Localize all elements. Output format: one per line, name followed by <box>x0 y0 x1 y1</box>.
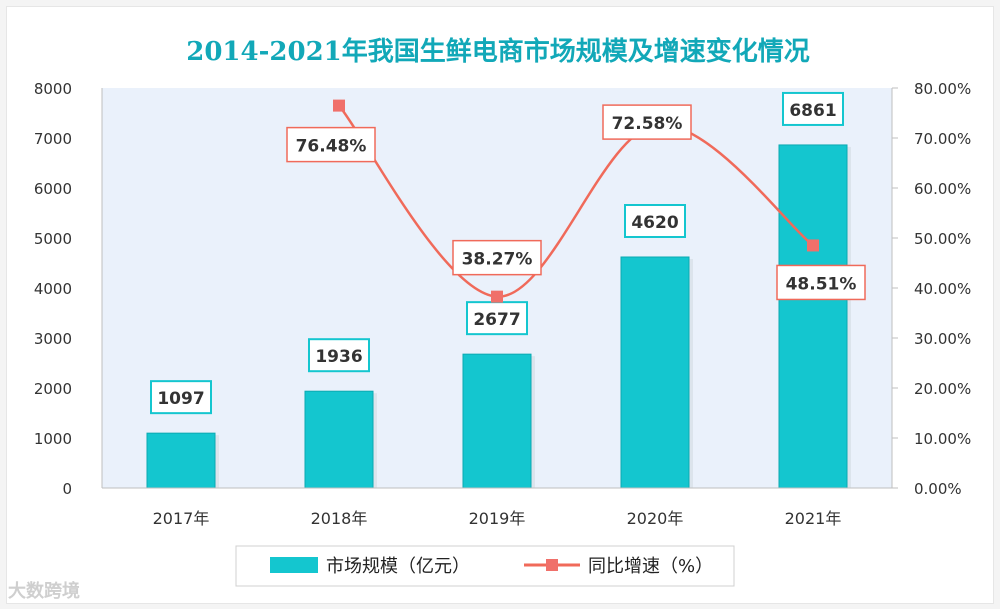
growth-value-label: 72.58% <box>612 114 683 134</box>
left-axis-tick: 0 <box>62 480 72 498</box>
watermark: 大数跨境 <box>8 581 80 602</box>
chart-title: 2014-2021年我国生鲜电商市场规模及增速变化情况 <box>186 36 810 67</box>
right-axis-tick: 60.00% <box>914 180 971 198</box>
right-axis-tick: 0.00% <box>914 480 962 498</box>
bar-value-box <box>308 338 370 373</box>
bar-value-box <box>624 204 686 238</box>
bar-value-label: 1936 <box>315 347 362 367</box>
legend-box <box>235 545 735 587</box>
legend-line-marker <box>546 559 558 571</box>
left-axis-tick: 5000 <box>34 230 72 248</box>
left-axis-tick: 1000 <box>34 430 72 448</box>
left-axis-tick: 6000 <box>34 180 72 198</box>
bar-value-box <box>782 91 844 126</box>
legend-line-label: 同比增速（%） <box>588 556 713 577</box>
growth-marker <box>807 239 819 252</box>
growth-marker <box>491 290 503 303</box>
x-axis-tick: 2017年 <box>153 509 210 528</box>
growth-value-box <box>776 264 866 301</box>
right-axis-tick: 40.00% <box>914 280 971 298</box>
left-axis-tick: 7000 <box>34 130 72 148</box>
bar <box>146 432 216 489</box>
bar <box>304 390 374 489</box>
bar-value-label: 6861 <box>789 101 836 121</box>
growth-value-box <box>452 239 542 276</box>
bar <box>778 144 848 489</box>
bar-value-label: 4620 <box>631 213 678 233</box>
right-axis-tick: 10.00% <box>914 430 971 448</box>
right-axis-tick: 30.00% <box>914 330 971 348</box>
growth-value-box <box>602 104 692 140</box>
bar-value-box <box>150 380 212 415</box>
growth-marker <box>333 99 345 112</box>
bar <box>620 256 690 489</box>
growth-value-label: 48.51% <box>786 274 857 294</box>
right-axis-tick: 70.00% <box>914 130 971 148</box>
right-axis-tick: 20.00% <box>914 380 971 398</box>
growth-line <box>338 104 814 298</box>
x-axis-tick: 2018年 <box>311 509 368 528</box>
right-axis-tick: 80.00% <box>914 80 971 98</box>
x-axis-tick: 2019年 <box>469 509 526 528</box>
legend-bar-label: 市场规模（亿元） <box>326 556 470 577</box>
growth-value-box <box>286 126 376 163</box>
bar <box>462 353 532 489</box>
left-axis-tick: 3000 <box>34 330 72 348</box>
bar-value-label: 1097 <box>157 389 204 409</box>
left-axis-tick: 2000 <box>34 380 72 398</box>
bar-value-label: 2677 <box>473 310 520 330</box>
legend: 市场规模（亿元） 同比增速（%） <box>235 545 735 587</box>
growth-value-label: 76.48% <box>296 137 367 157</box>
x-axis-tick: 2020年 <box>627 509 684 528</box>
legend-bar-swatch <box>270 557 318 573</box>
x-axis-tick: 2021年 <box>785 509 842 528</box>
left-axis-tick: 8000 <box>34 80 72 98</box>
right-axis-tick: 50.00% <box>914 230 971 248</box>
left-axis-tick: 4000 <box>34 280 72 298</box>
growth-value-label: 38.27% <box>462 250 533 270</box>
